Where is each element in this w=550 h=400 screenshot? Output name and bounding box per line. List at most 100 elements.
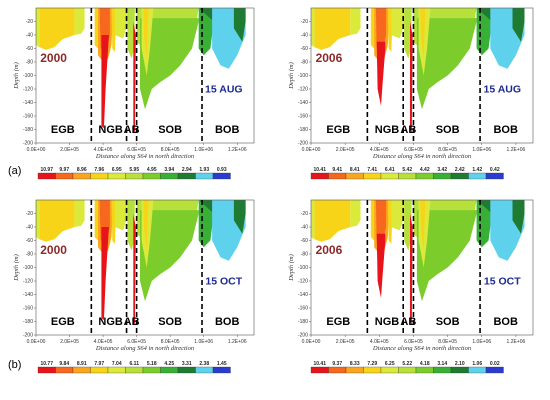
y-tick-label: -60: [301, 238, 308, 244]
date-label: 15 OCT: [205, 275, 242, 287]
field-cell: [375, 200, 387, 242]
colorbar-swatch: [72, 172, 91, 180]
y-tick-label: -120: [298, 279, 308, 285]
year-label: 2006: [316, 243, 343, 257]
y-tick-label: -100: [298, 73, 308, 79]
colorbar-tick: 7.96: [94, 167, 104, 173]
field-cell: [420, 8, 426, 59]
region-label: SOB: [436, 316, 460, 328]
field-cell: [404, 200, 412, 251]
y-tick-label: -140: [298, 100, 308, 106]
colorbar-tick: 5.42: [402, 167, 412, 173]
y-tick-label: -200: [298, 141, 308, 147]
colorbar-swatch: [90, 366, 109, 374]
field-cell: [140, 18, 199, 110]
field-cell: [391, 200, 405, 231]
field-cell: [410, 213, 413, 325]
field-cell: [133, 213, 136, 325]
x-tick-label: 8.0E+05: [438, 339, 457, 345]
region-label: EGB: [51, 124, 75, 136]
year-label: 2000: [40, 51, 67, 65]
y-tick-label: -100: [23, 265, 33, 271]
x-tick-label: 4.0E+05: [370, 339, 389, 345]
colorbar-tick: 4.95: [147, 167, 157, 173]
x-tick-label: 1.0E+06: [194, 147, 213, 153]
colorbar-tick: 4.25: [164, 361, 174, 367]
field-cell: [36, 8, 40, 48]
y-axis-label: Depth (m): [13, 62, 20, 90]
colorbar-tick: 3.31: [182, 361, 192, 367]
y-tick-label: -200: [298, 333, 308, 339]
y-tick-label: -140: [23, 292, 33, 298]
field-cell: [512, 8, 525, 42]
colorbar-tick: 6.95: [112, 167, 122, 173]
colorbar-swatch: [107, 366, 126, 374]
field-cell: [101, 35, 109, 129]
y-axis-label: Depth (m): [288, 254, 295, 282]
x-tick-label: 4.0E+05: [94, 147, 113, 153]
field-cell: [127, 8, 135, 59]
colorbar-swatch: [380, 172, 399, 180]
y-tick-label: -100: [23, 73, 33, 79]
x-tick-label: 0.0E+00: [27, 147, 46, 153]
colorbar-swatch: [37, 366, 56, 374]
x-tick-label: 1.0E+06: [194, 339, 213, 345]
x-tick-label: 2.0E+05: [60, 147, 79, 153]
region-label: AB: [124, 124, 140, 136]
x-tick-label: 6.0E+05: [404, 147, 423, 153]
x-tick-label: 8.0E+05: [438, 147, 457, 153]
colorbar-swatch: [328, 172, 347, 180]
y-tick-label: -40: [301, 225, 308, 231]
x-tick-label: 2.0E+05: [336, 147, 355, 153]
x-tick-label: 1.2E+06: [507, 147, 526, 153]
field-cell: [133, 21, 136, 133]
colorbar-tick: 2.94: [182, 167, 192, 173]
y-tick-label: -40: [26, 33, 33, 39]
colorbar-tick: 3.42: [437, 167, 447, 173]
x-tick-label: 0.0E+00: [27, 339, 46, 345]
field-cell: [416, 210, 477, 302]
region-label: SOB: [158, 124, 182, 136]
date-label: 15 OCT: [484, 275, 521, 287]
x-axis-label: Distance along S64 in north direction: [95, 345, 194, 352]
colorbar-tick: 0.02: [490, 361, 500, 367]
year-label: 2006: [316, 51, 343, 65]
colorbar-tick: 7.04: [112, 361, 122, 367]
colorbar-swatch: [55, 172, 74, 180]
panel: -20 -40 -60 -80 -100 -120 -140 -160 -180 -2000.0E…: [13, 7, 255, 180]
field-cell: [350, 8, 361, 35]
colorbar-swatch: [450, 366, 469, 374]
field-cell: [314, 8, 351, 50]
y-tick-label: -180: [298, 127, 308, 133]
colorbar-swatch: [37, 172, 56, 180]
colorbar-tick: 1.45: [217, 361, 227, 367]
colorbar-tick: 1.93: [199, 167, 209, 173]
colorbar-tick: 4.42: [420, 167, 430, 173]
row-label: (b): [8, 359, 21, 371]
colorbar-tick: 6.11: [130, 361, 140, 367]
y-tick-label: -80: [301, 252, 308, 258]
date-label: 15 AUG: [483, 83, 521, 95]
x-tick-label: 0.0E+00: [302, 147, 321, 153]
x-tick-label: 6.0E+05: [127, 147, 146, 153]
colorbar-tick: 9.84: [59, 361, 69, 367]
field-cell: [391, 8, 405, 39]
colorbar-swatch: [212, 172, 231, 180]
y-axis-label: Depth (m): [13, 254, 20, 282]
field-cell: [39, 8, 75, 50]
colorbar-tick: 1.06: [472, 361, 482, 367]
y-tick-label: -200: [23, 141, 33, 147]
colorbar-swatch: [328, 366, 347, 374]
y-tick-label: -120: [23, 87, 33, 93]
x-tick-label: 2.0E+05: [60, 339, 79, 345]
colorbar-tick: 9.97: [59, 167, 69, 173]
field-cell: [101, 227, 109, 321]
field-cell: [512, 200, 525, 234]
region-label: NGB: [375, 124, 400, 136]
field-cell: [74, 8, 85, 35]
region-label: BOB: [215, 124, 240, 136]
date-label: 15 AUG: [205, 83, 243, 95]
y-axis-label: Depth (m): [288, 62, 295, 90]
field-cell: [376, 233, 386, 298]
